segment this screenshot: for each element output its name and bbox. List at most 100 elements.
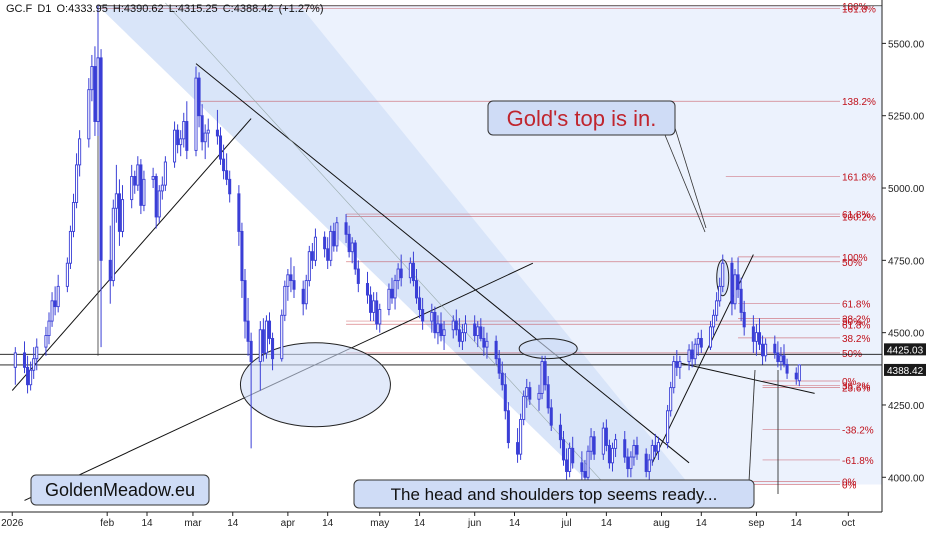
candle-body xyxy=(565,459,569,472)
candle-body xyxy=(151,176,155,180)
candle-body xyxy=(690,349,694,360)
time-tick-label: jun xyxy=(467,518,481,529)
candle-body xyxy=(185,121,189,151)
candle-body xyxy=(693,343,697,360)
candle-body xyxy=(708,326,713,348)
candle-body xyxy=(528,387,532,400)
hs-callout-pointer xyxy=(748,369,756,483)
candle-body xyxy=(418,297,422,310)
fib-level-label: 100% xyxy=(842,253,868,264)
candle-body xyxy=(442,329,446,336)
candle-body xyxy=(794,372,798,380)
candle-body xyxy=(249,340,253,363)
candle-body xyxy=(476,326,480,336)
fib-level-label: 138.2% xyxy=(842,97,876,108)
candle-body xyxy=(50,300,54,322)
falling-trendline xyxy=(195,63,690,464)
candle-body xyxy=(243,280,247,322)
candle-body xyxy=(237,193,241,232)
candle-body xyxy=(733,274,737,305)
price-tick-label: 5500.00 xyxy=(888,39,925,50)
candle-body xyxy=(522,395,526,420)
candle-body xyxy=(601,427,605,455)
top-callout-box xyxy=(487,100,676,136)
candle-body xyxy=(44,335,48,348)
time-tick-label: 2026 xyxy=(1,518,24,529)
time-tick-label: 14 xyxy=(696,518,708,529)
candle-body xyxy=(635,445,639,455)
interval-label: D1 xyxy=(37,3,52,15)
candle-body xyxy=(335,222,339,247)
candle-body xyxy=(264,320,268,354)
candle-body xyxy=(111,207,115,282)
time-tick-label: 14 xyxy=(791,518,803,529)
candle-body xyxy=(157,190,161,218)
rising-trendline xyxy=(11,118,252,391)
candle-body xyxy=(108,259,112,282)
candle-body xyxy=(182,121,186,140)
candle-body xyxy=(500,372,504,386)
time-tick-label: 14 xyxy=(227,518,239,529)
price-tag-label: 4425.03 xyxy=(887,345,924,356)
candle-body xyxy=(47,320,51,336)
candle-body xyxy=(13,352,17,368)
candle-body xyxy=(347,233,351,253)
time-tick-label: sep xyxy=(748,518,765,529)
candle-body xyxy=(222,158,226,172)
fib-level-label: 61.8% xyxy=(842,299,870,310)
candle-body xyxy=(87,89,91,140)
price-tick-label: 4250.00 xyxy=(888,401,925,412)
candle-body xyxy=(460,332,464,342)
candle-body xyxy=(439,323,443,336)
candle-body xyxy=(506,410,510,444)
time-tick-label: apr xyxy=(281,518,296,529)
fib-level-label: -61.8% xyxy=(842,456,874,467)
candle-body xyxy=(712,314,716,328)
change-value: (+1.27%) xyxy=(278,3,324,15)
candle-body xyxy=(114,193,118,209)
fib-level-label: 0% xyxy=(842,377,857,388)
time-tick-label: 14 xyxy=(601,518,613,529)
price-tick-label: 5250.00 xyxy=(888,112,925,123)
fib-level-label: 50% xyxy=(842,258,862,269)
candle-body xyxy=(326,248,330,261)
candle-body xyxy=(503,384,507,412)
candle-body xyxy=(329,230,333,261)
candle-body xyxy=(647,459,651,472)
fib-level-label: 0% xyxy=(842,478,857,489)
candle-body xyxy=(26,366,30,386)
candle-body xyxy=(99,57,103,261)
candle-body xyxy=(739,288,743,313)
time-tick-label: oct xyxy=(842,518,856,529)
hs-neckline xyxy=(673,361,815,394)
candle-body xyxy=(558,424,562,441)
fib-level-label: 161.8% xyxy=(842,172,876,183)
time-tick-label: 14 xyxy=(414,518,426,529)
candle-body xyxy=(396,268,400,282)
candle-body xyxy=(197,77,201,117)
candle-body xyxy=(356,268,360,284)
candle-body xyxy=(623,439,627,458)
candle-body xyxy=(561,439,566,461)
candle-body xyxy=(246,320,250,342)
candle-body xyxy=(203,132,207,143)
candle-body xyxy=(408,262,412,279)
candle-body xyxy=(53,300,57,308)
candle-body xyxy=(463,323,468,334)
candle-body xyxy=(736,274,740,290)
candle-body xyxy=(773,343,777,354)
fib-level-label: 61.8% xyxy=(842,210,870,221)
candle-body xyxy=(614,439,618,449)
candle-body xyxy=(785,364,789,374)
time-tick-label: 14 xyxy=(509,518,521,529)
candle-body xyxy=(699,337,703,348)
channel-guide xyxy=(165,2,625,507)
candle-body xyxy=(136,164,140,186)
candle-body xyxy=(65,262,69,287)
brand-box xyxy=(30,474,210,506)
candle-body xyxy=(332,230,336,247)
candle-body xyxy=(93,66,97,122)
price-tag-box xyxy=(884,363,926,376)
